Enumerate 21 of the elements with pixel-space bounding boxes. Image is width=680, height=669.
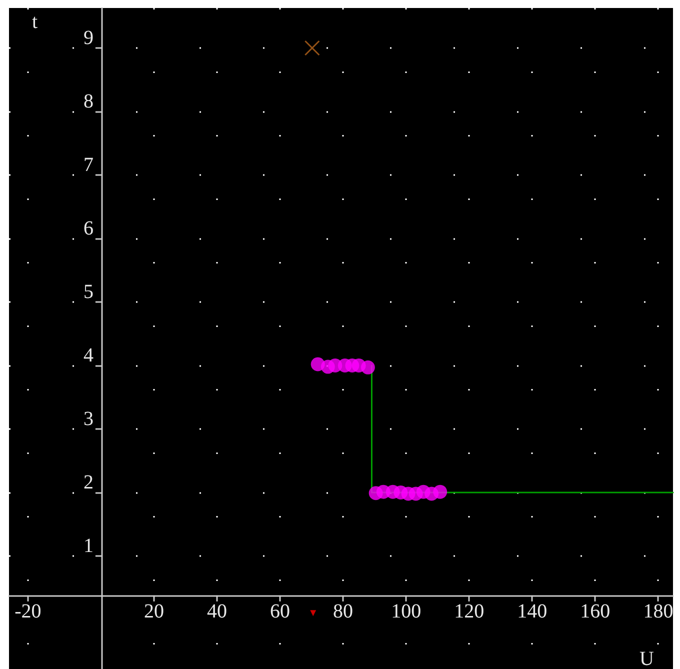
x-axis-title: U [640, 648, 655, 669]
x-tick-label: 80 [333, 600, 354, 622]
y-tick-label: 1 [83, 534, 94, 557]
y-tick-label: 2 [83, 471, 94, 494]
x-tick-label: -20 [14, 600, 42, 622]
x-tick-label: 140 [517, 600, 548, 622]
x-tick-label: 20 [144, 600, 164, 622]
x-tick-label: 160 [580, 600, 610, 622]
y-tick-label: 9 [83, 27, 94, 50]
x-tick-label: 60 [270, 600, 290, 622]
x-tick-label: 40 [206, 600, 227, 622]
y-tick-label: 7 [83, 154, 94, 176]
y-axis-title: t [32, 11, 38, 33]
x-tick-label: 100 [391, 600, 422, 622]
y-tick-label: 6 [83, 217, 94, 240]
y-tick-label: 8 [83, 90, 94, 112]
y-tick-label: 4 [83, 344, 94, 366]
x-tick-label: 180 [643, 600, 674, 622]
y-tick-label: 5 [83, 280, 94, 303]
x-tick-label: 120 [454, 600, 484, 622]
y-tick-label: 3 [83, 408, 94, 430]
